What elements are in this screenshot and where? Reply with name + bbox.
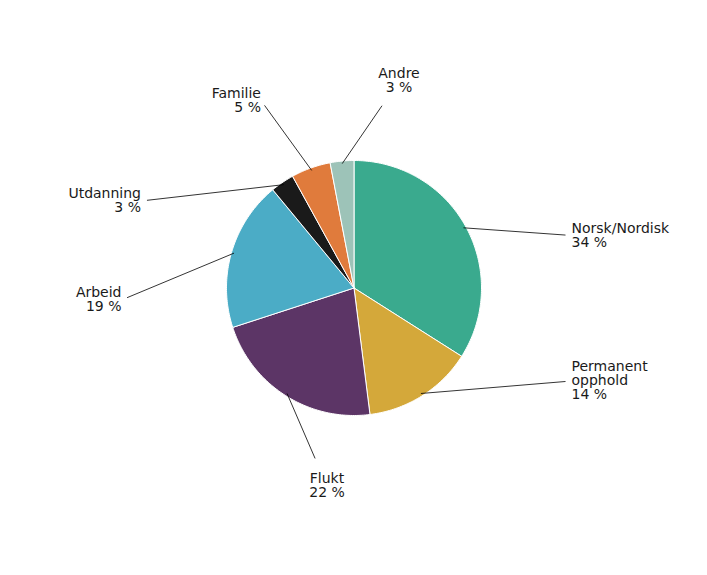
svg-text:Andre3 %: Andre3 % bbox=[378, 65, 419, 95]
svg-text:Arbeid19 %: Arbeid19 % bbox=[76, 284, 122, 314]
svg-text:Permanentopphold14 %: Permanentopphold14 % bbox=[572, 358, 649, 402]
svg-text:Utdanning3 %: Utdanning3 % bbox=[68, 185, 141, 215]
svg-text:Norsk/Nordisk34 %: Norsk/Nordisk34 % bbox=[572, 220, 671, 250]
svg-text:Familie5 %: Familie5 % bbox=[212, 85, 261, 115]
svg-text:Flukt22 %: Flukt22 % bbox=[309, 470, 345, 500]
